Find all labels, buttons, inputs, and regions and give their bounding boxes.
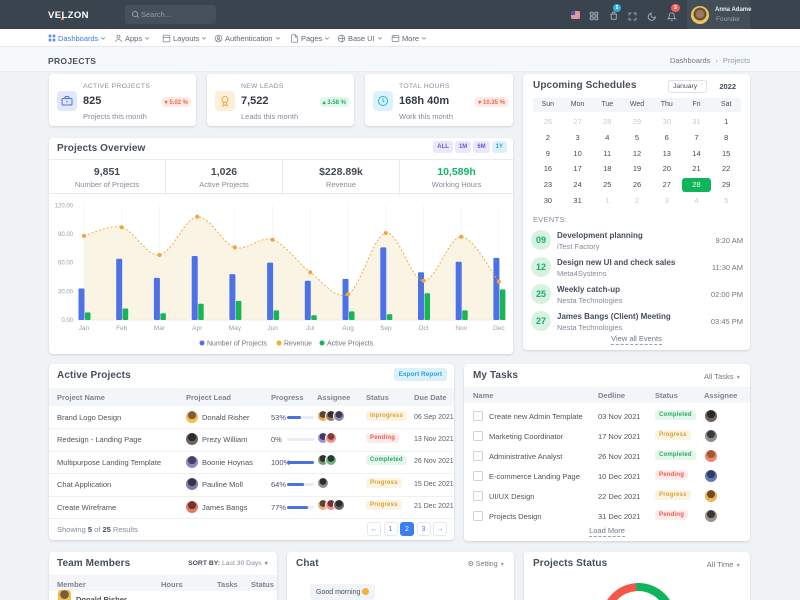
svg-text:May: May	[229, 325, 242, 332]
svg-text:Dec: Dec	[493, 325, 505, 332]
svg-text:Jan: Jan	[79, 325, 90, 332]
svg-text:60.00: 60.00	[58, 261, 74, 267]
svg-text:Nov: Nov	[455, 325, 467, 332]
svg-text:Number of Projects: Number of Projects	[207, 341, 267, 348]
svg-text:90.00: 90.00	[58, 232, 74, 238]
svg-text:30.00: 30.00	[58, 289, 74, 295]
svg-text:Active Projects: Active Projects	[327, 341, 374, 348]
svg-text:Jul: Jul	[306, 325, 315, 332]
svg-text:Revenue: Revenue	[284, 341, 312, 348]
svg-text:Aug: Aug	[342, 325, 354, 332]
svg-text:120.00: 120.00	[55, 203, 74, 209]
svg-text:Mar: Mar	[154, 325, 166, 332]
svg-text:Apr: Apr	[192, 325, 203, 332]
svg-text:Jun: Jun	[267, 325, 278, 332]
svg-text:0.00: 0.00	[61, 318, 73, 324]
svg-text:Oct: Oct	[418, 325, 428, 332]
svg-text:Feb: Feb	[116, 325, 128, 332]
svg-text:Sep: Sep	[380, 325, 392, 332]
